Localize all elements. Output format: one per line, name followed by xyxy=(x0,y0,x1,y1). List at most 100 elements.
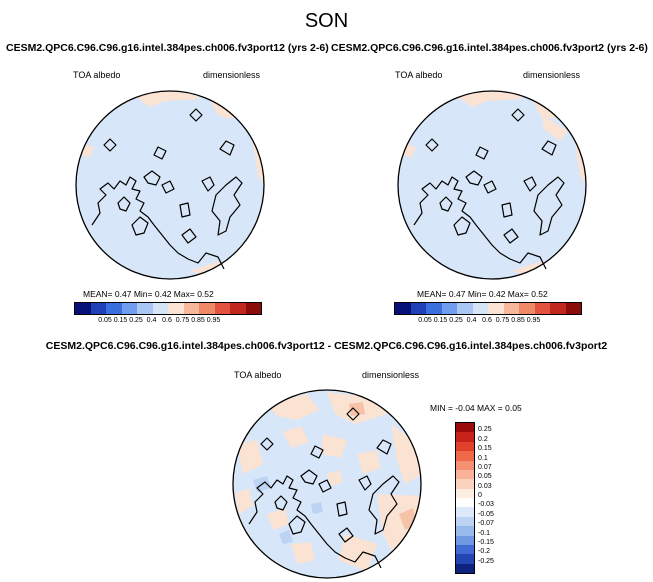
colorbar-swatch xyxy=(168,303,184,314)
colorbar-swatch xyxy=(488,303,504,314)
diff-min-label: MIN = xyxy=(430,403,453,413)
colorbar-tick-label: 0.05 xyxy=(418,317,432,324)
colorbar-swatch xyxy=(503,303,519,314)
diff-colorbar-swatch xyxy=(456,507,474,517)
diff-colorbar-tick-label: -0.05 xyxy=(478,510,494,518)
panel-2-coastlines xyxy=(413,108,565,270)
colorbar-tick-label: 0.05 xyxy=(98,317,112,324)
min-label: Min= xyxy=(467,289,487,299)
diff-variable: TOA albedo xyxy=(234,370,282,380)
colorbar-tick-label: 0.4 xyxy=(146,317,157,324)
diff-colorbar-tick-label: 0.1 xyxy=(478,454,488,462)
diff-colorbar-swatch xyxy=(456,554,474,564)
diff-colorbar-tick-label: -0.1 xyxy=(478,529,491,537)
mean-label: MEAN= xyxy=(83,289,113,299)
diff-colorbar-tick-label: -0.03 xyxy=(478,501,494,509)
colorbar-tick-label: 0.4 xyxy=(466,317,477,324)
diff-colorbar-tick-label: 0.15 xyxy=(478,445,492,453)
diff-max-label: MAX = xyxy=(477,403,503,413)
panel-2-title: CESM2.QPC6.C96.C96.g16.intel.384pes.ch00… xyxy=(331,42,648,54)
colorbar-swatch xyxy=(534,303,550,314)
min-label: Min= xyxy=(133,289,153,299)
max-value: 0.52 xyxy=(197,289,214,299)
colorbar-tick-label: 0.95 xyxy=(206,317,221,324)
panel-2-colorbar xyxy=(394,302,582,315)
panel-2-units: dimensionless xyxy=(523,70,581,80)
mean-value: 0.47 xyxy=(114,289,132,299)
diff-minmax: MIN = -0.04 MAX = 0.05 xyxy=(430,403,522,413)
panel-1-stats: MEAN= 0.47 Min= 0.42 Max= 0.52 xyxy=(83,289,214,299)
diff-colorbar-swatch xyxy=(456,563,474,573)
colorbar-tick-label: 0.15 xyxy=(113,317,128,324)
panel-1-colorbar xyxy=(74,302,262,315)
diff-colorbar-ticks: 0.25 0.2 0.15 0.1 0.07 0.05 0.03 0 -0.03 -0.05 -0.… xyxy=(478,422,518,572)
mean-value: 0.47 xyxy=(448,289,466,299)
diff-colorbar-swatch xyxy=(456,460,474,470)
colorbar-swatch xyxy=(75,303,91,314)
panel-1-polar-map xyxy=(75,90,265,280)
panel-1-variable: TOA albedo xyxy=(73,70,121,80)
panel-2-polar-map xyxy=(397,90,587,280)
diff-colorbar-swatch xyxy=(456,488,474,498)
panel-1-coastlines xyxy=(91,108,243,270)
diff-colorbar-tick-label: -0.2 xyxy=(478,548,491,556)
diff-units: dimensionless xyxy=(362,370,420,380)
diff-colorbar-tick-label: -0.07 xyxy=(478,520,494,528)
diff-colorbar-swatch xyxy=(456,526,474,536)
colorbar-swatch xyxy=(472,303,488,314)
colorbar-swatch xyxy=(457,303,473,314)
diff-colorbar-swatch xyxy=(456,479,474,489)
colorbar-tick-label: 0.85 xyxy=(191,317,205,324)
colorbar-swatch xyxy=(90,303,106,314)
colorbar-tick-label: 0.95 xyxy=(526,317,541,324)
diff-polar-map xyxy=(232,389,422,579)
colorbar-swatch xyxy=(426,303,442,314)
colorbar-swatch xyxy=(199,303,215,314)
colorbar-swatch xyxy=(565,303,581,314)
diff-coastlines xyxy=(248,407,400,569)
max-value: 0.52 xyxy=(531,289,548,299)
colorbar-tick-label: 0.85 xyxy=(511,317,525,324)
diff-colorbar-tick-label: 0.25 xyxy=(478,426,492,434)
colorbar-tick-label: 0.25 xyxy=(449,317,463,324)
diff-colorbar-swatch xyxy=(456,535,474,545)
max-label: Max= xyxy=(507,289,529,299)
diff-max-value: 0.05 xyxy=(505,403,522,413)
colorbar-swatch xyxy=(137,303,153,314)
colorbar-tick-label: 0.75 xyxy=(175,317,190,324)
diff-colorbar-tick-label: 0.03 xyxy=(478,482,492,490)
colorbar-tick-label: 0.15 xyxy=(433,317,448,324)
colorbar-tick-label: 0.6 xyxy=(482,317,492,324)
panel-1-title: CESM2.QPC6.C96.C96.g16.intel.384pes.ch00… xyxy=(6,42,329,54)
diff-colorbar-tick-label: 0 xyxy=(478,492,482,499)
colorbar-swatch xyxy=(214,303,230,314)
min-value: 0.42 xyxy=(488,289,506,299)
diff-colorbar-swatch xyxy=(456,451,474,461)
colorbar-tick-label: 0.6 xyxy=(162,317,172,324)
colorbar-tick-label: 0.75 xyxy=(495,317,510,324)
mean-label: MEAN= xyxy=(417,289,447,299)
colorbar-swatch xyxy=(441,303,457,314)
colorbar-swatch xyxy=(152,303,168,314)
colorbar-swatch xyxy=(121,303,137,314)
colorbar-swatch xyxy=(519,303,535,314)
diff-colorbar-swatch xyxy=(456,544,474,555)
panel-2-variable: TOA albedo xyxy=(395,70,443,80)
colorbar-swatch xyxy=(230,303,246,314)
diff-colorbar-swatch xyxy=(456,441,474,452)
diff-colorbar-swatch xyxy=(456,498,474,508)
colorbar-swatch xyxy=(245,303,261,314)
diff-colorbar-tick-label: -0.15 xyxy=(478,538,494,546)
diff-anomaly-patches xyxy=(235,392,421,572)
colorbar-swatch xyxy=(183,303,199,314)
diff-colorbar-swatch xyxy=(456,469,474,480)
diff-colorbar-swatch xyxy=(456,423,474,433)
diff-colorbar-tick-label: 0.05 xyxy=(478,473,492,481)
colorbar-swatch xyxy=(395,303,411,314)
diff-colorbar-tick-label: -0.25 xyxy=(478,557,494,565)
min-value: 0.42 xyxy=(154,289,172,299)
season-title: SON xyxy=(304,10,349,32)
diff-title: CESM2.QPC6.C96.C96.g16.intel.384pes.ch00… xyxy=(45,340,608,352)
colorbar-swatch xyxy=(550,303,566,314)
diff-min-value: -0.04 xyxy=(455,403,475,413)
